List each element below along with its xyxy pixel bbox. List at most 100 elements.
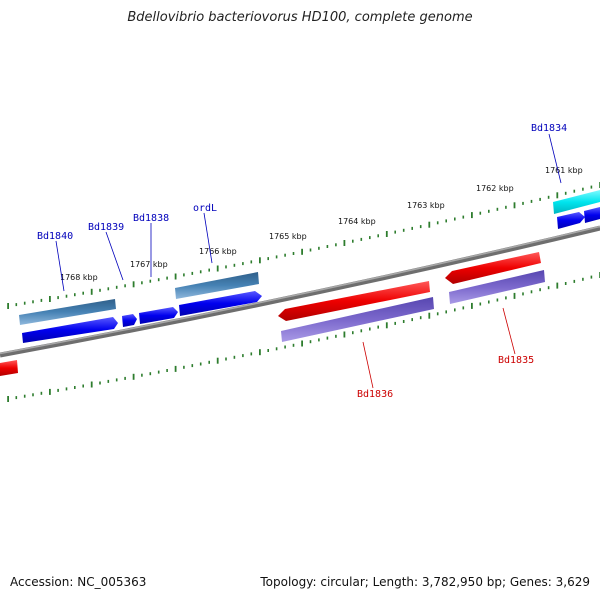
cds-ordl[interactable]: [179, 291, 262, 316]
forward-scale-tick: [556, 192, 559, 199]
forward-scale-tick: [115, 285, 118, 289]
reverse-scale-tick: [32, 393, 34, 397]
label-bd1836[interactable]: Bd1836: [357, 389, 393, 400]
cds-bd1834[interactable]: [557, 212, 585, 229]
gene-bd1836[interactable]: [281, 297, 434, 342]
label-bd1834[interactable]: Bd1834: [531, 123, 567, 134]
forward-scale-tick: [284, 253, 286, 257]
forward-features: [19, 190, 600, 343]
forward-scale-tick: [590, 185, 593, 189]
forward-scale-tick: [402, 228, 405, 232]
cds-bd1835[interactable]: [445, 252, 541, 284]
reverse-scale-tick: [326, 336, 329, 340]
accession-text: Accession: NC_005363: [10, 575, 147, 589]
forward-scale-tick: [428, 221, 431, 228]
forward-scale-tick: [335, 243, 337, 247]
scale-label-1761: 1761 kbp: [545, 166, 583, 175]
forward-scale-tick: [301, 248, 303, 255]
reverse-scale-tick: [590, 275, 593, 279]
reverse-scale-tick: [352, 331, 354, 335]
reverse-scale-tick: [191, 364, 194, 368]
reverse-scale-tick: [369, 327, 371, 331]
forward-scale-tick: [292, 252, 295, 255]
reverse-scale-tick: [225, 357, 227, 361]
reverse-scale-tick: [471, 302, 473, 309]
reverse-scale-tick: [385, 322, 388, 329]
backbone: [0, 225, 600, 358]
forward-scale-tick: [377, 234, 379, 238]
forward-scale-tick: [242, 262, 244, 266]
cds-bd1838[interactable]: [139, 307, 178, 324]
forward-scale-tick: [496, 207, 499, 211]
cds-next-forward[interactable]: [584, 207, 600, 223]
reverse-scale-tick: [157, 370, 160, 374]
forward-scale-tick: [23, 301, 26, 305]
forward-scale-tick: [471, 212, 473, 219]
reverse-scale-tick: [547, 286, 550, 290]
reverse-scale-tick: [132, 373, 135, 380]
topology-text: Topology: circular; Length: 3,782,950 bp…: [260, 575, 590, 589]
cds-bd1836[interactable]: [278, 281, 430, 321]
gene-bd1835[interactable]: [449, 270, 545, 304]
cds-partial-left[interactable]: [0, 360, 18, 376]
forward-scale-tick: [191, 271, 194, 275]
reverse-scale-tick: [539, 288, 541, 292]
gene-bd1834[interactable]: [553, 190, 600, 214]
label-ordl[interactable]: ordL: [193, 203, 217, 214]
reverse-scale-tick: [82, 384, 84, 388]
scale-label-1767: 1767 kbp: [130, 260, 168, 269]
forward-scale-tick: [183, 273, 185, 277]
forward-scale-tick: [369, 236, 371, 240]
reverse-scale-tick: [309, 340, 312, 344]
reverse-scale-tick: [394, 321, 396, 325]
reverse-features: [0, 252, 545, 376]
reverse-scale-tick: [65, 387, 68, 391]
forward-scale-tick: [99, 288, 101, 292]
gene-ordl[interactable]: [175, 272, 259, 299]
reverse-scale-tick: [377, 325, 379, 329]
forward-scale-tick: [479, 211, 482, 215]
label-bd1839[interactable]: Bd1839: [88, 222, 124, 233]
forward-scale-tick: [454, 217, 456, 221]
reverse-scale-tick: [57, 388, 59, 392]
reverse-scale-tick: [99, 381, 101, 385]
forward-scale-tick: [259, 257, 261, 264]
reverse-scale-tick: [479, 302, 482, 306]
scale-label-1768: 1768 kbp: [60, 273, 98, 282]
reverse-scale-tick: [90, 381, 93, 388]
reverse-scale-tick: [292, 343, 295, 347]
label-bd1838[interactable]: Bd1838: [133, 213, 169, 224]
cds-bd1839[interactable]: [122, 314, 137, 327]
reverse-scale-tick: [208, 360, 210, 364]
forward-scale-tick: [65, 294, 68, 298]
forward-scale-tick: [32, 300, 34, 304]
gene-labels: Bd1840 Bd1839 Bd1838 ordL Bd1834 Bd1836 …: [37, 123, 567, 400]
reverse-scale-tick: [166, 369, 168, 372]
forward-scale-tick: [225, 265, 227, 269]
forward-scale-tick: [216, 265, 219, 272]
gene-bd1840[interactable]: [19, 299, 116, 325]
forward-scale-tick: [199, 270, 202, 274]
reverse-scale-tick: [419, 316, 422, 320]
reverse-scale-tick: [284, 345, 286, 349]
tick-row-forward: [7, 182, 600, 309]
reverse-scale-tick: [259, 349, 261, 356]
forward-scale-tick: [343, 240, 346, 246]
forward-scale-tick: [462, 215, 465, 219]
forward-scale-tick: [90, 288, 93, 295]
forward-scale-tick: [385, 231, 388, 237]
scale-label-1763: 1763 kbp: [407, 201, 445, 210]
scale-label-1764: 1764 kbp: [338, 217, 376, 226]
reverse-scale-tick: [564, 282, 567, 285]
cds-bd1840[interactable]: [22, 317, 118, 343]
forward-scale-tick: [7, 303, 9, 309]
label-bd1840[interactable]: Bd1840: [37, 231, 73, 242]
reverse-scale-tick: [556, 282, 559, 289]
label-bd1835[interactable]: Bd1835: [498, 355, 534, 366]
forward-scale-tick: [513, 202, 516, 209]
forward-scale-tick: [74, 293, 76, 297]
reverse-scale-tick: [7, 396, 9, 402]
reverse-scale-tick: [530, 290, 533, 294]
reverse-scale-tick: [505, 296, 507, 300]
reverse-scale-tick: [360, 329, 363, 333]
